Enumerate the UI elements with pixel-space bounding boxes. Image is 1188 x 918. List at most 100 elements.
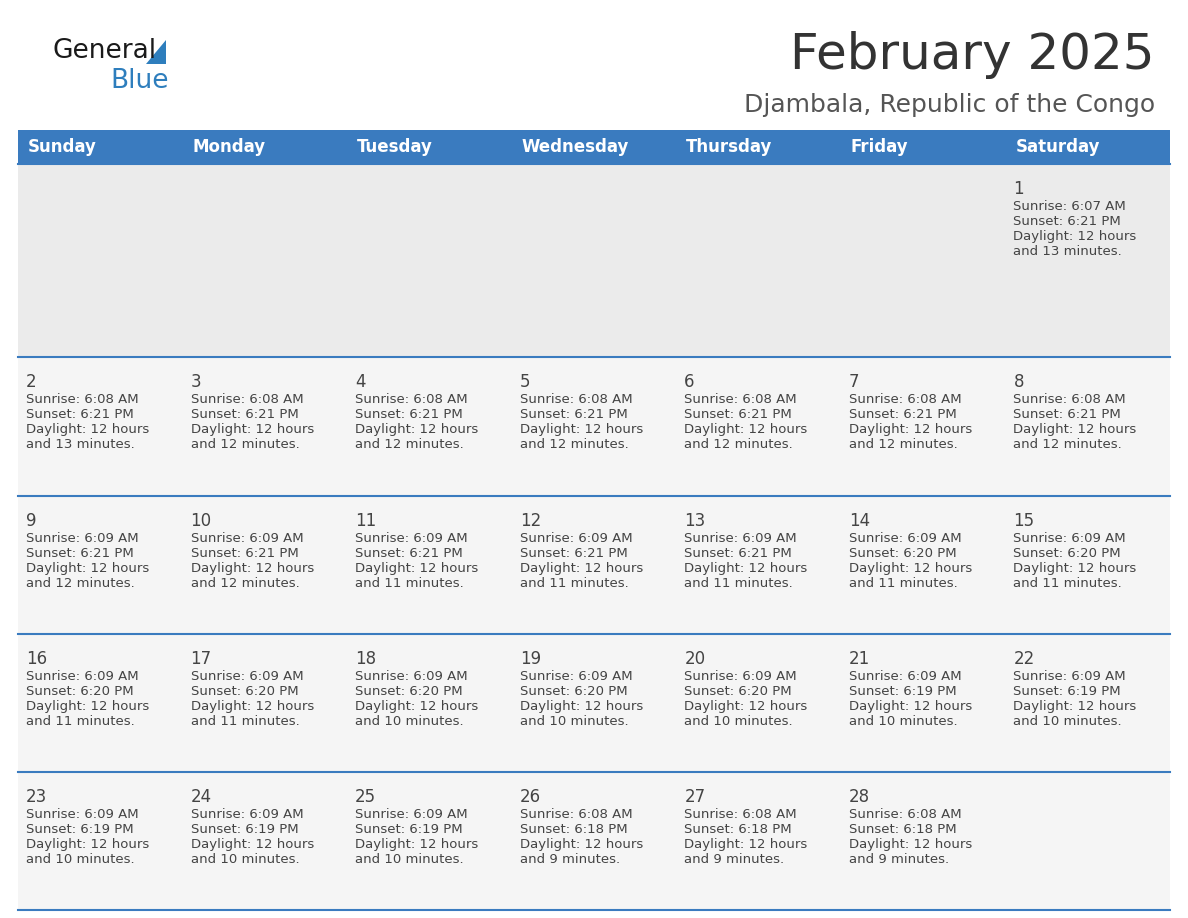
Text: General: General [52,38,156,64]
Text: 3: 3 [190,374,201,391]
Polygon shape [146,40,166,64]
Text: Sunrise: 6:08 AM: Sunrise: 6:08 AM [355,394,468,407]
Text: and 10 minutes.: and 10 minutes. [26,853,134,866]
Text: Sunrise: 6:09 AM: Sunrise: 6:09 AM [1013,532,1126,544]
Bar [347,772,512,910]
Bar [183,772,347,910]
Bar [1005,496,1170,633]
Text: Sunrise: 6:09 AM: Sunrise: 6:09 AM [190,670,303,683]
Text: and 12 minutes.: and 12 minutes. [1013,439,1123,452]
Text: Sunset: 6:19 PM: Sunset: 6:19 PM [190,823,298,836]
Text: Sunset: 6:20 PM: Sunset: 6:20 PM [355,685,463,698]
Text: and 10 minutes.: and 10 minutes. [1013,715,1121,728]
Text: Sunrise: 6:09 AM: Sunrise: 6:09 AM [26,808,139,821]
Bar [512,164,676,357]
Text: and 13 minutes.: and 13 minutes. [1013,245,1123,258]
Bar [1005,164,1170,357]
Text: and 9 minutes.: and 9 minutes. [519,853,620,866]
Text: Daylight: 12 hours: Daylight: 12 hours [849,700,972,712]
Text: Sunset: 6:21 PM: Sunset: 6:21 PM [355,546,463,560]
Bar [676,772,841,910]
Text: 8: 8 [1013,374,1024,391]
Text: Sunset: 6:19 PM: Sunset: 6:19 PM [1013,685,1121,698]
Bar [347,130,512,164]
Bar [676,357,841,496]
Text: and 13 minutes.: and 13 minutes. [26,439,134,452]
Bar [676,164,841,357]
Bar [1005,772,1170,910]
Text: Sunset: 6:19 PM: Sunset: 6:19 PM [26,823,133,836]
Bar [676,130,841,164]
Bar [183,130,347,164]
Text: Sunrise: 6:08 AM: Sunrise: 6:08 AM [684,808,797,821]
Text: Sunset: 6:20 PM: Sunset: 6:20 PM [26,685,133,698]
Text: and 11 minutes.: and 11 minutes. [1013,577,1123,589]
Text: Daylight: 12 hours: Daylight: 12 hours [684,562,808,575]
Text: 26: 26 [519,788,541,806]
Text: 28: 28 [849,788,870,806]
Text: Tuesday: Tuesday [358,138,432,156]
Bar [841,130,1005,164]
Text: Sunrise: 6:08 AM: Sunrise: 6:08 AM [26,394,139,407]
Text: and 10 minutes.: and 10 minutes. [355,715,463,728]
Text: and 10 minutes.: and 10 minutes. [190,853,299,866]
Text: 13: 13 [684,511,706,530]
Text: 7: 7 [849,374,859,391]
Text: Daylight: 12 hours: Daylight: 12 hours [355,423,479,436]
Text: Sunset: 6:21 PM: Sunset: 6:21 PM [190,546,298,560]
Text: Sunrise: 6:09 AM: Sunrise: 6:09 AM [849,670,961,683]
Text: Friday: Friday [851,138,909,156]
Bar [183,633,347,772]
Text: 4: 4 [355,374,366,391]
Text: Sunrise: 6:09 AM: Sunrise: 6:09 AM [190,808,303,821]
Text: Sunrise: 6:08 AM: Sunrise: 6:08 AM [519,394,632,407]
Text: Daylight: 12 hours: Daylight: 12 hours [355,562,479,575]
Text: Sunrise: 6:09 AM: Sunrise: 6:09 AM [684,670,797,683]
Text: Sunset: 6:20 PM: Sunset: 6:20 PM [684,685,792,698]
Text: and 10 minutes.: and 10 minutes. [849,715,958,728]
Text: 23: 23 [26,788,48,806]
Bar [841,633,1005,772]
Bar [1005,130,1170,164]
Text: Sunrise: 6:08 AM: Sunrise: 6:08 AM [684,394,797,407]
Text: Sunset: 6:21 PM: Sunset: 6:21 PM [849,409,956,421]
Text: 25: 25 [355,788,377,806]
Text: 21: 21 [849,650,870,667]
Text: Sunrise: 6:09 AM: Sunrise: 6:09 AM [355,670,468,683]
Bar [18,772,183,910]
Text: and 10 minutes.: and 10 minutes. [519,715,628,728]
Text: 19: 19 [519,650,541,667]
Bar [183,164,347,357]
Bar [183,496,347,633]
Text: Sunrise: 6:09 AM: Sunrise: 6:09 AM [849,532,961,544]
Text: Daylight: 12 hours: Daylight: 12 hours [190,423,314,436]
Text: 2: 2 [26,374,37,391]
Text: Sunrise: 6:09 AM: Sunrise: 6:09 AM [1013,670,1126,683]
Bar [512,633,676,772]
Text: Saturday: Saturday [1016,138,1100,156]
Text: 15: 15 [1013,511,1035,530]
Bar [18,496,183,633]
Text: Sunrise: 6:09 AM: Sunrise: 6:09 AM [684,532,797,544]
Text: and 9 minutes.: and 9 minutes. [849,853,949,866]
Text: Daylight: 12 hours: Daylight: 12 hours [519,562,643,575]
Text: Sunrise: 6:07 AM: Sunrise: 6:07 AM [1013,200,1126,213]
Text: Daylight: 12 hours: Daylight: 12 hours [26,423,150,436]
Text: and 11 minutes.: and 11 minutes. [519,577,628,589]
Text: Daylight: 12 hours: Daylight: 12 hours [849,423,972,436]
Text: and 9 minutes.: and 9 minutes. [684,853,784,866]
Bar [18,633,183,772]
Bar [512,772,676,910]
Text: and 10 minutes.: and 10 minutes. [355,853,463,866]
Text: Wednesday: Wednesday [522,138,630,156]
Text: and 10 minutes.: and 10 minutes. [684,715,792,728]
Text: Djambala, Republic of the Congo: Djambala, Republic of the Congo [744,93,1155,117]
Text: Daylight: 12 hours: Daylight: 12 hours [26,700,150,712]
Text: Sunset: 6:21 PM: Sunset: 6:21 PM [684,409,792,421]
Bar [676,496,841,633]
Text: Daylight: 12 hours: Daylight: 12 hours [26,838,150,851]
Text: and 12 minutes.: and 12 minutes. [190,439,299,452]
Text: and 11 minutes.: and 11 minutes. [849,577,958,589]
Text: 14: 14 [849,511,870,530]
Text: Sunset: 6:18 PM: Sunset: 6:18 PM [849,823,956,836]
